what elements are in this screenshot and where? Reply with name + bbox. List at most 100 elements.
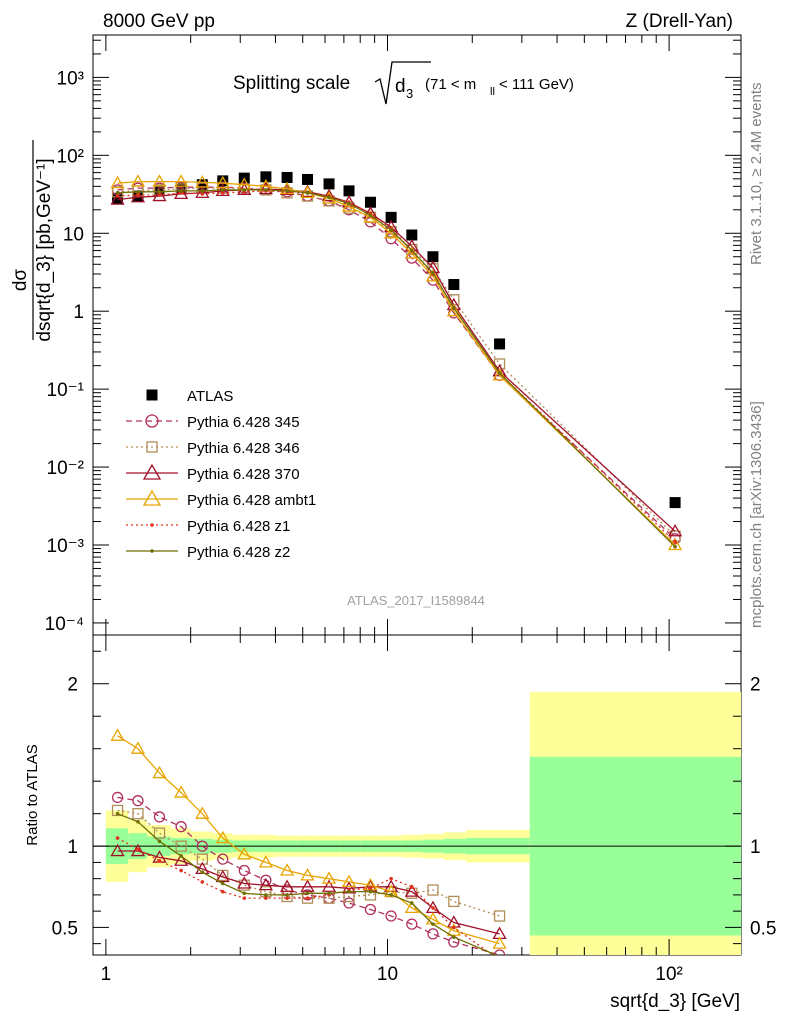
data-point — [427, 928, 439, 940]
data-point — [237, 876, 252, 889]
data-point — [152, 188, 167, 202]
data-point — [264, 893, 268, 897]
top-series — [110, 171, 683, 551]
data-point — [264, 896, 268, 900]
y-tick-label: 10 — [63, 224, 84, 245]
data-point — [368, 213, 373, 218]
y-tick-label: 10³ — [57, 68, 84, 89]
data-point — [327, 891, 331, 896]
ratio-pythia-6.428-z2 — [115, 811, 501, 955]
data-point — [220, 889, 225, 894]
data-point — [110, 192, 125, 205]
ratio-y-tick-label-right: 2 — [750, 675, 761, 696]
data-point — [130, 189, 146, 203]
ratio-line — [117, 813, 498, 955]
plot-title: Splitting scale d 3 (71 < m ll < 111 GeV… — [233, 61, 574, 105]
data-point — [142, 489, 162, 506]
x-tick-label: 1 — [101, 964, 112, 985]
data-point — [389, 228, 393, 232]
data-point — [196, 179, 208, 191]
data-point — [142, 463, 162, 480]
data-point — [130, 174, 146, 187]
plot-title-main: Splitting scale — [233, 73, 350, 94]
data-point — [431, 271, 435, 275]
rivet-label: Rivet 3.1.10, ≥ 2.4M events — [748, 83, 765, 266]
data-point — [200, 870, 205, 874]
data-point — [130, 741, 146, 754]
y-tick-label: 10⁻⁴ — [45, 614, 84, 635]
data-point — [305, 191, 310, 195]
data-point — [215, 175, 230, 189]
data-point — [343, 897, 355, 909]
data-point — [220, 188, 225, 192]
ratio-line — [117, 809, 500, 917]
data-point — [174, 853, 189, 866]
data-point — [279, 863, 295, 876]
data-point — [238, 864, 250, 877]
data-point — [364, 903, 377, 916]
ratio-y-tick-label: 0.5 — [52, 918, 78, 939]
data-point — [110, 728, 125, 741]
y-axis-title-denominator: dsqrt{d_3} [pb,GeV⁻¹] — [34, 158, 55, 341]
data-point — [175, 840, 187, 852]
axes: 1 10 10² 10⁻⁴ 10⁻³ 10⁻² 10⁻¹ 1 10 10² 10³ 0.5 0.5 1 1 2… — [45, 35, 776, 985]
data-point — [242, 891, 247, 896]
ratio-y-tick-label-right: 0.5 — [750, 918, 776, 939]
data-point — [152, 174, 167, 187]
data-point — [217, 853, 229, 865]
legend-entry: Pythia 6.428 345 — [126, 414, 300, 431]
data-point — [448, 895, 460, 908]
legend-entry: ATLAS — [146, 388, 233, 405]
data-point — [669, 497, 681, 509]
data-point — [389, 893, 393, 897]
data-point — [150, 523, 154, 527]
data-point — [110, 175, 125, 189]
data-point — [343, 185, 355, 197]
data-point — [410, 884, 414, 889]
plot-title-range-a: (71 < m — [425, 76, 476, 93]
series-pythia-6.428-z2 — [115, 188, 677, 549]
x-tick-label: 10² — [655, 964, 682, 985]
data-point — [136, 190, 140, 194]
data-point — [195, 806, 210, 819]
data-point — [446, 303, 461, 317]
data-point — [452, 925, 456, 930]
data-point — [347, 201, 351, 206]
legend-label: Pythia 6.428 z2 — [187, 544, 290, 561]
data-point — [145, 414, 159, 428]
data-point — [493, 910, 506, 922]
data-point — [494, 338, 506, 350]
data-point — [264, 188, 268, 192]
data-point — [410, 901, 414, 905]
data-point — [368, 889, 373, 894]
data-point — [220, 881, 225, 886]
data-point — [152, 765, 167, 779]
data-point — [179, 189, 183, 193]
data-point — [404, 900, 419, 914]
data-point — [300, 868, 315, 881]
data-point — [157, 858, 162, 863]
data-point — [498, 958, 502, 962]
data-point — [112, 192, 124, 204]
data-point — [285, 896, 289, 900]
data-point — [174, 785, 189, 798]
data-point — [305, 896, 310, 900]
series-atlas — [112, 171, 681, 509]
data-point — [195, 175, 210, 188]
data-point — [200, 189, 205, 193]
legend-label: Pythia 6.428 ambt1 — [187, 492, 316, 509]
data-point — [220, 191, 225, 195]
plot-title-range-sub: ll — [490, 86, 495, 98]
data-point — [174, 174, 189, 187]
ratio-pythia-6.428-370 — [110, 843, 507, 940]
legend-entry: Pythia 6.428 346 — [126, 440, 300, 457]
data-point — [242, 896, 247, 900]
legend-label: Pythia 6.428 346 — [187, 440, 300, 457]
ratio-y-axis-title: Ratio to ATLAS — [24, 744, 41, 845]
y-tick-label: 10⁻² — [47, 458, 85, 479]
data-point — [215, 830, 230, 844]
legend-label: Pythia 6.428 370 — [187, 466, 300, 483]
data-point — [364, 196, 376, 208]
data-point — [492, 368, 507, 381]
